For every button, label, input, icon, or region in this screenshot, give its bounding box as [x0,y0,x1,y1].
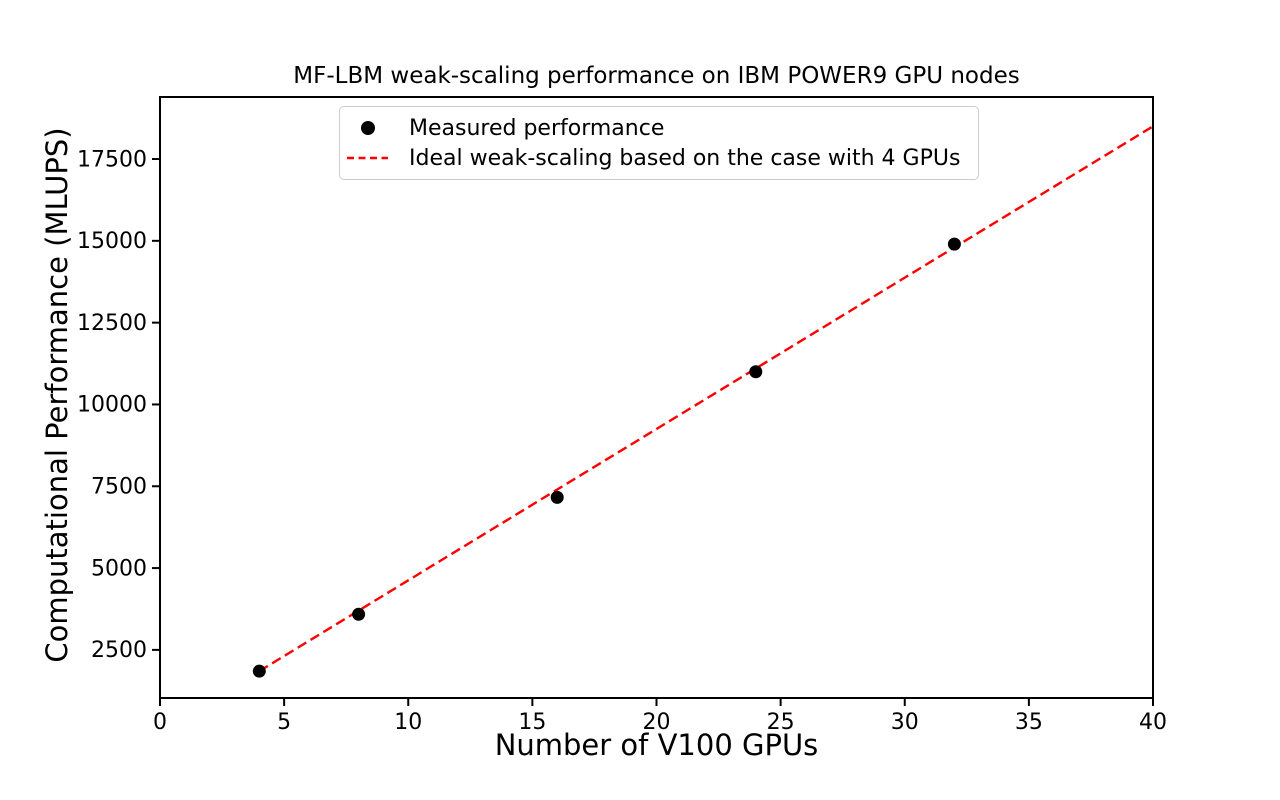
legend: Measured performance Ideal weak-scaling … [339,106,980,180]
legend-handle [346,146,389,170]
legend-dashed-line-icon [347,156,388,160]
x-tick-label: 10 [394,710,422,735]
y-tick-label: 5000 [91,556,147,581]
y-tick-label: 7500 [91,475,147,500]
x-tick-label: 30 [891,710,919,735]
data-point [252,664,266,678]
x-tick-label: 35 [1015,710,1043,735]
x-tick-label: 15 [518,710,546,735]
x-axis-label: Number of V100 GPUs [494,728,819,762]
data-point [749,365,763,379]
legend-label-measured: Measured performance [409,115,665,141]
data-point [947,237,961,251]
data-point [352,607,366,621]
ideal-scaling-line [258,125,1154,673]
x-tick-label: 20 [643,710,671,735]
legend-label-ideal: Ideal weak-scaling based on the case wit… [409,145,961,171]
y-tick-label: 15000 [77,229,147,254]
legend-circle-marker-icon [360,121,375,135]
legend-item-measured: Measured performance [346,113,960,143]
data-point [550,490,564,504]
x-tick-label: 0 [153,710,167,735]
y-tick-label: 12500 [77,311,147,336]
x-tick-label: 40 [1139,710,1167,735]
legend-handle [346,121,389,135]
y-tick-label: 2500 [91,638,147,663]
y-tick-label: 10000 [77,393,147,418]
x-tick-label: 25 [767,710,795,735]
x-tick-label: 5 [277,710,291,735]
y-tick-label: 17500 [77,147,147,172]
chart-title: MF-LBM weak-scaling performance on IBM P… [293,63,1020,89]
legend-item-ideal: Ideal weak-scaling based on the case wit… [346,143,960,173]
plot-frame [159,96,1154,699]
y-axis-label: Computational Performance (MLUPS) [40,127,74,663]
